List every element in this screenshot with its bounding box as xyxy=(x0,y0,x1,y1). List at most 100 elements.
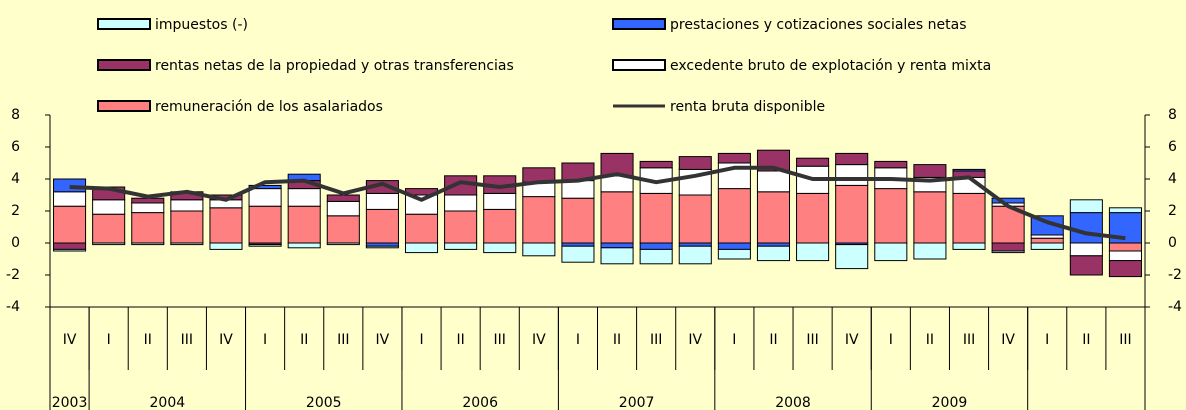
bar-segment xyxy=(483,208,517,244)
x-tick-label: III xyxy=(650,332,662,348)
x-tick-label: II xyxy=(769,332,777,348)
bar-segment xyxy=(1108,207,1142,214)
bar-segment xyxy=(796,157,830,167)
bar-segment xyxy=(287,205,321,244)
x-tick-label: IV xyxy=(532,332,546,348)
bar-segment xyxy=(53,191,87,207)
bar-segment xyxy=(287,242,321,249)
bar-segment xyxy=(756,191,791,244)
bar-segment xyxy=(991,250,1025,254)
x-tick-label: II xyxy=(1082,332,1090,348)
legend-swatch xyxy=(97,59,151,71)
bar-segment xyxy=(522,242,556,257)
legend-swatch xyxy=(97,100,151,112)
bar-segment xyxy=(1030,242,1064,250)
bar-segment xyxy=(326,242,360,246)
bar-segment xyxy=(952,192,986,244)
y-tick-label: 6 xyxy=(11,139,20,155)
bar-segment xyxy=(913,242,947,260)
year-label: 2003 xyxy=(52,395,88,410)
x-tick-label: II xyxy=(926,332,934,348)
bar-segment xyxy=(53,242,87,250)
bar-segment xyxy=(561,180,595,199)
bar-segment xyxy=(796,242,830,262)
bar-segment xyxy=(835,184,869,244)
y-tick-label: 0 xyxy=(11,235,20,251)
line-series xyxy=(69,165,1126,241)
bar-segment xyxy=(1030,237,1064,244)
bar-segment xyxy=(678,245,712,265)
bar-segment xyxy=(678,156,712,170)
bar-segment xyxy=(131,242,165,246)
bar-segment xyxy=(53,178,87,193)
bar-segment xyxy=(209,242,243,250)
bar-segment xyxy=(991,197,1025,204)
x-tick-label: IV xyxy=(688,332,702,348)
y-tick-label: 8 xyxy=(11,107,20,123)
y2-tick-label: 8 xyxy=(1168,107,1177,123)
bar-segment xyxy=(952,242,986,250)
year-label: 2004 xyxy=(150,395,186,410)
bar-segment xyxy=(287,188,321,207)
bar-segment xyxy=(248,188,282,207)
bar-segment xyxy=(248,184,282,190)
bar-segment xyxy=(639,248,673,265)
bar-segment xyxy=(991,205,1025,244)
bar-segment xyxy=(874,242,908,262)
bar-segment xyxy=(522,196,556,244)
x-tick-label: III xyxy=(494,332,506,348)
bar-segment xyxy=(835,244,869,270)
bar-segment xyxy=(365,192,399,210)
bar-segment xyxy=(444,210,478,244)
x-tick-label: I xyxy=(1045,332,1049,348)
bar-segment xyxy=(170,210,204,244)
y2-tick-label: 0 xyxy=(1168,235,1177,251)
bar-segment xyxy=(600,191,634,244)
bar-segment xyxy=(365,208,399,244)
y2-tick-label: 2 xyxy=(1168,203,1177,219)
bar-segment xyxy=(1069,242,1103,257)
bar-segment xyxy=(1069,212,1103,244)
bar-segment xyxy=(1108,242,1142,252)
bar-segment xyxy=(678,194,712,244)
x-tick-label: III xyxy=(337,332,349,348)
bar-segment xyxy=(170,199,204,212)
bar-segment xyxy=(717,152,751,164)
bar-segment xyxy=(639,160,673,169)
bar-segment xyxy=(326,215,360,244)
y2-tick-label: -4 xyxy=(1168,299,1182,315)
legend-label: prestaciones y cotizaciones sociales net… xyxy=(670,17,967,33)
legend-label: excedente bruto de explotación y renta m… xyxy=(670,58,991,74)
bar-segment xyxy=(913,164,947,178)
bar-segment xyxy=(170,242,204,246)
y-tick-label: 4 xyxy=(11,171,20,187)
x-tick-label: IV xyxy=(1001,332,1015,348)
x-tick-label: IV xyxy=(845,332,859,348)
bar-segment xyxy=(483,242,517,254)
x-tick-label: I xyxy=(107,332,111,348)
x-tick-label: I xyxy=(732,332,736,348)
y-tick-label: -4 xyxy=(6,299,20,315)
x-tick-label: I xyxy=(263,332,267,348)
bar-segment xyxy=(53,248,87,252)
x-tick-label: IV xyxy=(219,332,233,348)
bar-segment xyxy=(756,170,791,193)
x-tick-label: IV xyxy=(376,332,390,348)
legend-swatch xyxy=(612,59,666,71)
bar-segment xyxy=(796,192,830,244)
bar-segment xyxy=(248,244,282,247)
year-label: 2008 xyxy=(775,395,811,410)
bar-segment xyxy=(131,212,165,244)
bar-segment xyxy=(248,205,282,244)
x-tick-label: II xyxy=(300,332,308,348)
bar-segment xyxy=(209,207,243,244)
bar-segment xyxy=(600,247,634,265)
x-tick-label: I xyxy=(419,332,423,348)
bar-segment xyxy=(991,242,1025,252)
legend-swatch xyxy=(97,18,151,30)
bar-segment xyxy=(1069,199,1103,214)
x-tick-label: II xyxy=(613,332,621,348)
legend-label: renta bruta disponible xyxy=(670,99,825,115)
bar-segment xyxy=(1108,250,1142,262)
